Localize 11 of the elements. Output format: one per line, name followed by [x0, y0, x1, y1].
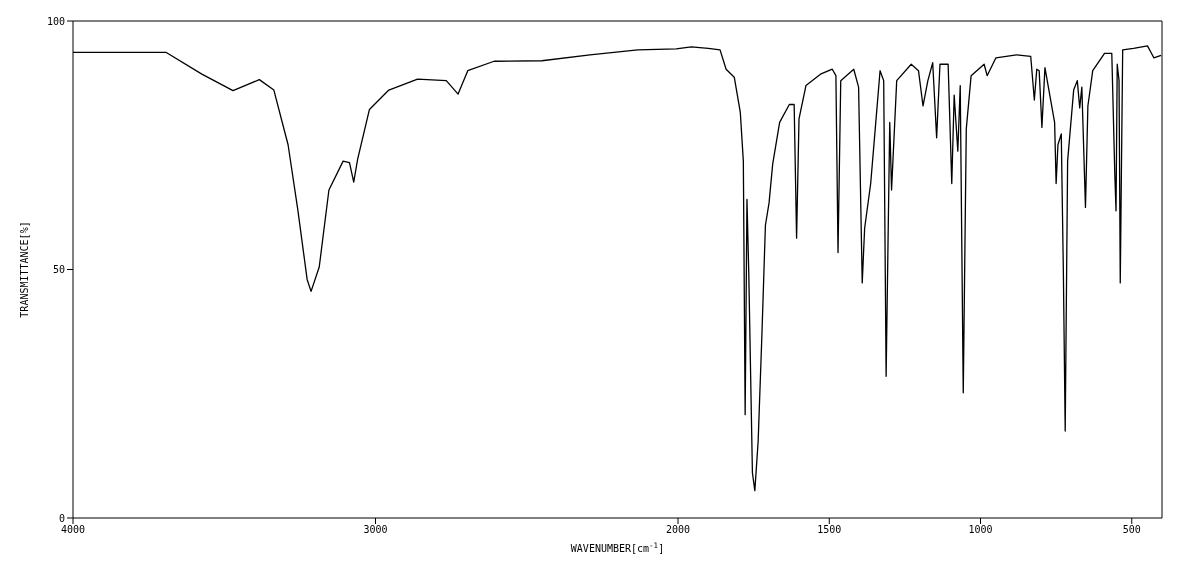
x-tick-label: 500 — [1122, 524, 1141, 536]
x-tick-label: 2000 — [665, 524, 691, 536]
x-tick-label: 4000 — [60, 524, 86, 536]
x-tick-label: 3000 — [363, 524, 388, 536]
x-axis-title: WAVENUMBER[cm$^{-1}$] — [570, 540, 665, 554]
x-tick-label: 1500 — [817, 524, 842, 536]
x-tick-label: 1000 — [968, 524, 993, 536]
y-tick-label: 50 — [52, 264, 65, 276]
y-tick-label: 100 — [46, 15, 65, 27]
y-tick-label: 0 — [58, 512, 65, 524]
y-axis-title: TRANSMITTANCE[%] — [19, 221, 30, 318]
